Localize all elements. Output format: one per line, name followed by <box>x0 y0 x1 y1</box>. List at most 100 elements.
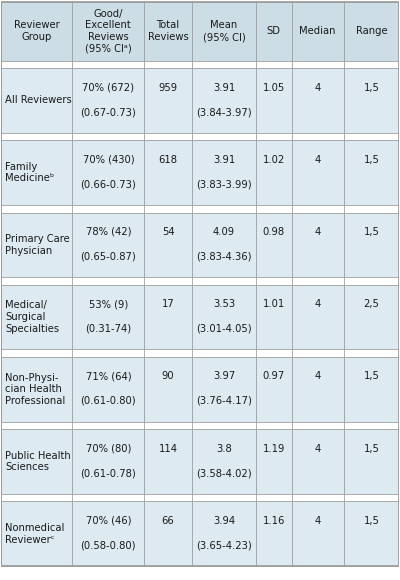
FancyBboxPatch shape <box>72 422 144 429</box>
FancyBboxPatch shape <box>344 68 399 133</box>
FancyBboxPatch shape <box>192 494 256 502</box>
Text: 1.01: 1.01 <box>263 299 285 309</box>
Text: 4: 4 <box>314 82 321 93</box>
FancyBboxPatch shape <box>344 429 399 494</box>
Text: (3.58-4.02): (3.58-4.02) <box>196 468 252 478</box>
Text: (3.76-4.17): (3.76-4.17) <box>196 396 252 406</box>
Text: 618: 618 <box>159 155 178 165</box>
FancyBboxPatch shape <box>72 285 144 349</box>
FancyBboxPatch shape <box>192 502 256 566</box>
Text: Reviewer
Group: Reviewer Group <box>14 20 60 42</box>
FancyBboxPatch shape <box>344 205 399 213</box>
FancyBboxPatch shape <box>344 140 399 205</box>
Text: 1.19: 1.19 <box>262 444 285 454</box>
Text: 3.8: 3.8 <box>216 444 232 454</box>
Text: 3.94: 3.94 <box>213 516 235 526</box>
Text: (3.65-4.23): (3.65-4.23) <box>196 541 252 550</box>
Text: 4: 4 <box>314 371 321 382</box>
FancyBboxPatch shape <box>1 2 72 60</box>
Text: 90: 90 <box>162 371 174 382</box>
FancyBboxPatch shape <box>256 349 292 357</box>
FancyBboxPatch shape <box>256 494 292 502</box>
FancyBboxPatch shape <box>256 205 292 213</box>
FancyBboxPatch shape <box>1 349 72 357</box>
FancyBboxPatch shape <box>192 213 256 277</box>
Text: 959: 959 <box>158 82 178 93</box>
Text: Primary Care
Physician: Primary Care Physician <box>6 234 70 256</box>
FancyBboxPatch shape <box>72 357 144 422</box>
Text: 3.91: 3.91 <box>213 155 235 165</box>
Text: 70% (80): 70% (80) <box>86 444 131 454</box>
Text: Range: Range <box>356 26 387 36</box>
FancyBboxPatch shape <box>192 68 256 133</box>
Text: 4: 4 <box>314 155 321 165</box>
Text: 1,5: 1,5 <box>364 227 379 237</box>
Text: 1,5: 1,5 <box>364 371 379 382</box>
FancyBboxPatch shape <box>256 429 292 494</box>
FancyBboxPatch shape <box>256 285 292 349</box>
FancyBboxPatch shape <box>344 2 399 60</box>
Text: (3.84-3.97): (3.84-3.97) <box>196 107 252 117</box>
FancyBboxPatch shape <box>344 502 399 566</box>
FancyBboxPatch shape <box>292 422 344 429</box>
FancyBboxPatch shape <box>292 494 344 502</box>
Text: 4: 4 <box>314 299 321 309</box>
Text: (0.58-0.80): (0.58-0.80) <box>80 541 136 550</box>
Text: 70% (672): 70% (672) <box>82 82 134 93</box>
FancyBboxPatch shape <box>72 60 144 68</box>
FancyBboxPatch shape <box>72 429 144 494</box>
Text: 1,5: 1,5 <box>364 444 379 454</box>
FancyBboxPatch shape <box>1 140 72 205</box>
FancyBboxPatch shape <box>144 60 192 68</box>
FancyBboxPatch shape <box>292 68 344 133</box>
FancyBboxPatch shape <box>292 349 344 357</box>
Text: Medical/
Surgical
Specialties: Medical/ Surgical Specialties <box>6 300 60 333</box>
Text: 0.98: 0.98 <box>263 227 285 237</box>
FancyBboxPatch shape <box>292 277 344 285</box>
Text: (0.61-0.80): (0.61-0.80) <box>80 396 136 406</box>
FancyBboxPatch shape <box>144 349 192 357</box>
FancyBboxPatch shape <box>72 349 144 357</box>
Text: 4: 4 <box>314 444 321 454</box>
FancyBboxPatch shape <box>144 213 192 277</box>
FancyBboxPatch shape <box>144 502 192 566</box>
FancyBboxPatch shape <box>144 140 192 205</box>
Text: 1,5: 1,5 <box>364 155 379 165</box>
FancyBboxPatch shape <box>344 213 399 277</box>
FancyBboxPatch shape <box>1 494 72 502</box>
FancyBboxPatch shape <box>256 133 292 140</box>
Text: All Reviewers: All Reviewers <box>6 96 72 106</box>
FancyBboxPatch shape <box>1 277 72 285</box>
FancyBboxPatch shape <box>1 285 72 349</box>
FancyBboxPatch shape <box>192 429 256 494</box>
Text: 70% (430): 70% (430) <box>82 155 134 165</box>
Text: Non-Physi-
cian Health
Professional: Non-Physi- cian Health Professional <box>6 373 66 406</box>
Text: 78% (42): 78% (42) <box>86 227 131 237</box>
FancyBboxPatch shape <box>256 68 292 133</box>
Text: 0.97: 0.97 <box>263 371 285 382</box>
Text: 3.91: 3.91 <box>213 82 235 93</box>
FancyBboxPatch shape <box>1 205 72 213</box>
Text: (0.66-0.73): (0.66-0.73) <box>80 179 136 189</box>
Text: 54: 54 <box>162 227 174 237</box>
Text: 17: 17 <box>162 299 174 309</box>
Text: Total
Reviews: Total Reviews <box>148 20 188 42</box>
FancyBboxPatch shape <box>344 277 399 285</box>
FancyBboxPatch shape <box>144 429 192 494</box>
Text: Good/
Excellent
Reviews
(95% CIᵃ): Good/ Excellent Reviews (95% CIᵃ) <box>85 9 132 53</box>
FancyBboxPatch shape <box>1 60 72 68</box>
Text: 53% (9): 53% (9) <box>89 299 128 309</box>
Text: 114: 114 <box>159 444 178 454</box>
FancyBboxPatch shape <box>144 357 192 422</box>
Text: 4.09: 4.09 <box>213 227 235 237</box>
FancyBboxPatch shape <box>292 429 344 494</box>
FancyBboxPatch shape <box>256 213 292 277</box>
Text: Median: Median <box>299 26 336 36</box>
FancyBboxPatch shape <box>144 494 192 502</box>
FancyBboxPatch shape <box>72 213 144 277</box>
FancyBboxPatch shape <box>344 422 399 429</box>
FancyBboxPatch shape <box>72 277 144 285</box>
Text: Mean
(95% CI): Mean (95% CI) <box>202 20 245 42</box>
FancyBboxPatch shape <box>292 285 344 349</box>
FancyBboxPatch shape <box>292 60 344 68</box>
